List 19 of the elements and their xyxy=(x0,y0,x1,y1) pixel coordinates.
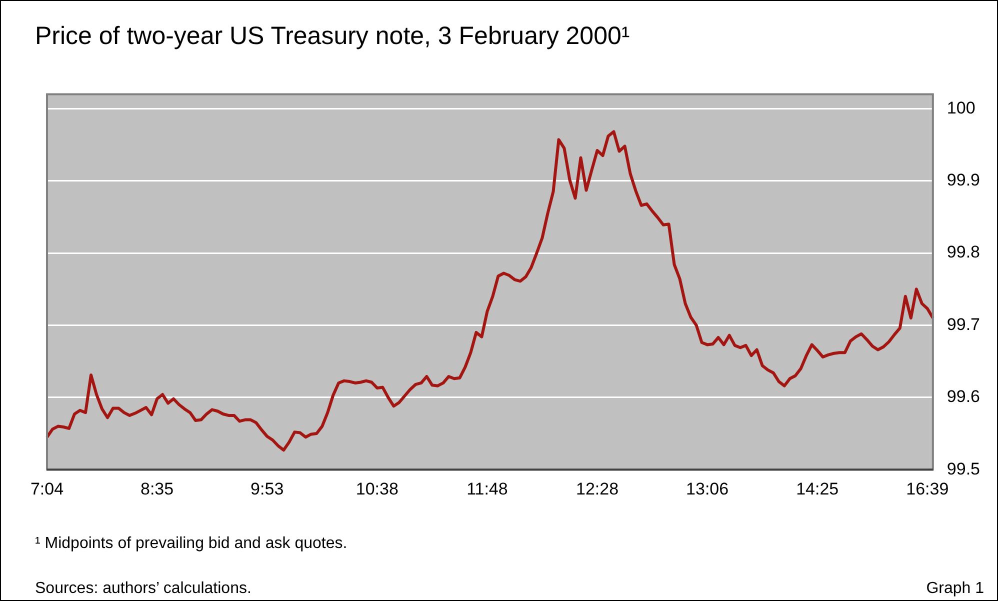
y-tick-label: 99.5 xyxy=(946,459,980,478)
y-tick-label: 99.6 xyxy=(946,387,980,406)
x-tick-label: 10:38 xyxy=(356,479,398,498)
y-tick-label: 99.8 xyxy=(946,242,980,262)
x-tick-label: 16:39 xyxy=(906,479,949,498)
y-tick-label: 100 xyxy=(946,98,976,118)
x-tick-label: 14:25 xyxy=(796,479,839,498)
x-tick-label: 12:28 xyxy=(576,479,619,498)
caption: Graph 1 xyxy=(926,580,984,598)
x-tick-label: 7:04 xyxy=(30,479,64,498)
x-tick-label: 9:53 xyxy=(250,479,284,498)
text: ¹ Midpoints of prevailing bid and ask quotes. xyxy=(35,535,348,553)
source-note: Sources: authors’ calculations. xyxy=(35,580,252,598)
x-tick-label: 11:48 xyxy=(466,479,508,498)
chart-title: Price of two-year US Treasury note, 3 February 2000¹ xyxy=(35,22,630,51)
y-tick-label: 99.9 xyxy=(946,170,980,190)
y-tick-label: 99.7 xyxy=(946,314,980,334)
x-tick-label: 13:06 xyxy=(686,479,729,498)
x-tick-label: 8:35 xyxy=(140,479,174,498)
